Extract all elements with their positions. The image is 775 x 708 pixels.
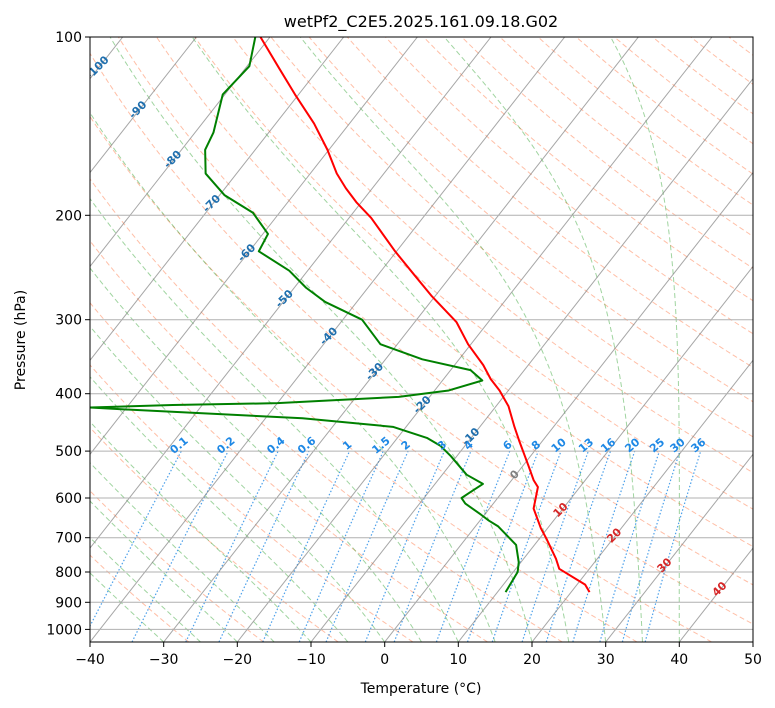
- dry-adiabat: [194, 37, 753, 510]
- mixing-ratio-line: [90, 450, 182, 628]
- moist-adiabat: [90, 376, 349, 642]
- mixing-ratio-line: [599, 450, 660, 642]
- y-tick-label: 1000: [46, 622, 82, 638]
- x-tick-label: 30: [597, 652, 615, 668]
- isotherms: [90, 37, 753, 642]
- mixing-ratio-line: [298, 450, 384, 642]
- mixing-ratio-line: [545, 450, 612, 642]
- mixing-ratio-line: [491, 450, 562, 642]
- isotherm: [90, 37, 197, 174]
- x-tick-label: 0: [380, 652, 389, 668]
- dry-adiabat: [461, 37, 753, 269]
- isotherm: [384, 171, 753, 642]
- mixing-ratio-line: [364, 450, 445, 642]
- dry-adiabat: [537, 37, 753, 206]
- dry-adiabat: [117, 37, 753, 586]
- moist-adiabat: [443, 37, 643, 642]
- y-axis-label: Pressure (hPa): [13, 290, 29, 390]
- mixing-ratio-line: [621, 450, 681, 642]
- moist-adiabat: [90, 197, 459, 642]
- dry-adiabat: [270, 37, 753, 438]
- x-axis-ticks: −40 −30 −20 −10 0 10 20 30 40 50: [75, 642, 762, 668]
- x-tick-label: −30: [149, 652, 179, 668]
- pressure-gridlines: [90, 37, 753, 630]
- y-axis-ticks: 100 200 300 400 500 600 700 800 900 1000: [46, 30, 90, 638]
- y-tick-label: 400: [55, 387, 82, 403]
- dry-adiabat: [90, 52, 753, 625]
- x-tick-label: −20: [223, 652, 253, 668]
- moist-adiabat: [299, 37, 607, 642]
- isotherm: [163, 37, 639, 642]
- mixing-ratio-line: [521, 450, 589, 642]
- mixing-ratio-line: [572, 450, 636, 642]
- x-tick-label: −10: [296, 652, 326, 668]
- x-tick-label: 10: [449, 652, 467, 668]
- dry-adiabat: [423, 37, 753, 302]
- mixing-ratio-line: [325, 450, 409, 642]
- dry-adiabat: [614, 37, 753, 145]
- moist-adiabat: [90, 325, 386, 642]
- plot-frame: [89, 36, 754, 643]
- y-tick-label: 500: [55, 444, 82, 460]
- x-tick-label: 20: [523, 652, 541, 668]
- moist-adiabat: [90, 111, 496, 642]
- moist-adiabat: [90, 462, 275, 642]
- y-tick-label: 600: [55, 491, 82, 507]
- chart-title: wetPf2_C2E5.2025.161.09.18.G02: [284, 12, 558, 32]
- isotherm: [531, 359, 753, 642]
- mixing-ratio-line: [262, 450, 351, 642]
- mixing-ratio-line: [435, 450, 511, 642]
- x-axis-label: Temperature (°C): [360, 681, 482, 697]
- isotherm: [90, 37, 345, 362]
- mixing-ratio-line: [466, 450, 539, 642]
- moist-adiabat: [610, 37, 680, 642]
- y-tick-label: 200: [55, 208, 82, 224]
- y-tick-label: 900: [55, 595, 82, 611]
- x-tick-label: −40: [75, 652, 105, 668]
- isotherm: [90, 37, 492, 549]
- isotherm: [457, 265, 753, 642]
- dry-adiabat: [90, 426, 339, 642]
- dry-adiabat: [346, 37, 753, 369]
- x-tick-label: 40: [670, 652, 688, 668]
- dry-adiabat: [90, 364, 414, 642]
- moist-adiabat: [109, 37, 533, 642]
- mixing-ratio-line: [218, 450, 310, 642]
- x-tick-label: 50: [744, 652, 762, 668]
- y-tick-label: 700: [55, 531, 82, 547]
- y-tick-label: 300: [55, 313, 82, 329]
- profile-series: [90, 37, 591, 593]
- moist-adiabat: [191, 37, 570, 642]
- isotherm: [90, 37, 566, 642]
- isotherm: [90, 37, 418, 456]
- y-tick-label: 100: [55, 30, 82, 46]
- dry-adiabats: [90, 37, 753, 642]
- dry-adiabat: [385, 37, 753, 335]
- isotherm: [310, 77, 753, 642]
- isotherm: [236, 37, 713, 642]
- isotherm: [90, 37, 271, 268]
- moist-adiabat: [90, 267, 422, 642]
- y-tick-label: 800: [55, 565, 82, 581]
- temperature-line: [259, 37, 591, 593]
- isotherm: [605, 453, 753, 642]
- dry-adiabat: [156, 37, 753, 548]
- dry-adiabat: [308, 37, 753, 403]
- dry-adiabat: [90, 115, 712, 642]
- dewpoint-line: [90, 37, 520, 593]
- dry-adiabat: [90, 240, 563, 642]
